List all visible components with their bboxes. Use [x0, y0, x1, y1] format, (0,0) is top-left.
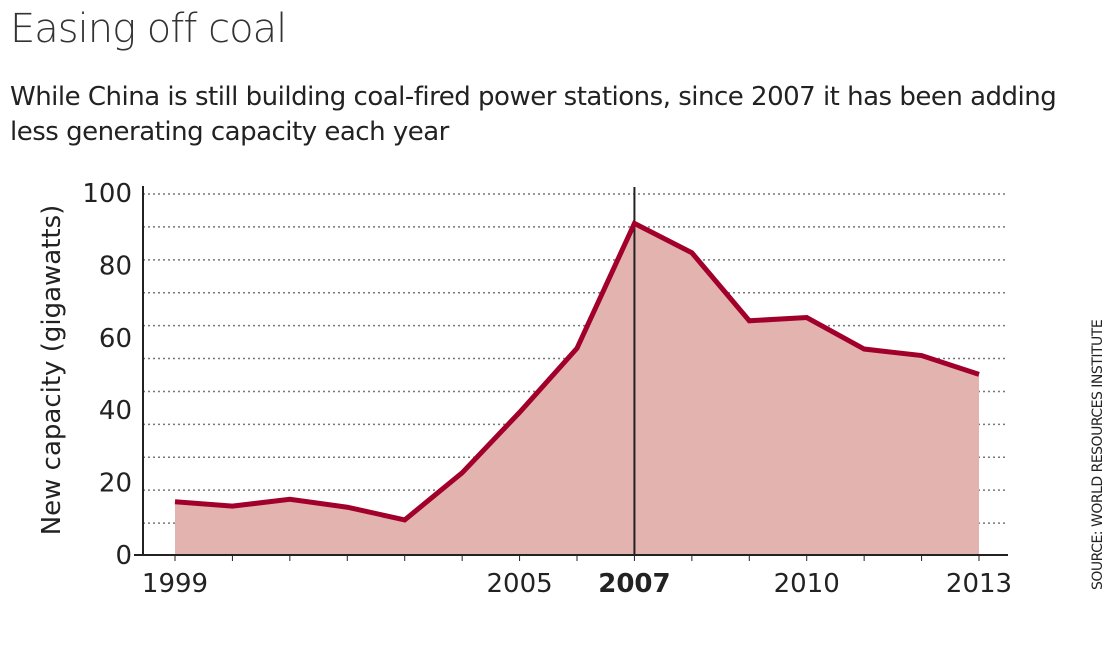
- y-axis-label: New capacity (gigawatts): [37, 205, 67, 536]
- y-tick-label: 0: [115, 541, 132, 571]
- y-tick-label: 80: [99, 251, 132, 281]
- x-tick-label-2005: 2005: [486, 569, 552, 599]
- x-tick-label-1999: 1999: [142, 569, 208, 599]
- y-tick-label: 60: [99, 324, 132, 354]
- y-tick-label: 20: [99, 469, 132, 499]
- source-note: SOURCE: WORLD RESOURCES INSTITUTE: [1090, 319, 1106, 590]
- chart-title: Easing off coal: [10, 6, 287, 52]
- chart-subtitle: While China is still building coal-fired…: [10, 82, 1057, 147]
- y-tick-label: 40: [99, 396, 132, 426]
- x-tick-label-2013: 2013: [946, 569, 1012, 599]
- y-tick-label: 100: [82, 179, 132, 209]
- series-line: [174, 219, 980, 523]
- x-tick-label-2010: 2010: [774, 569, 840, 599]
- area-fill: [175, 223, 979, 555]
- x-tick-label-2007: 2007: [598, 569, 670, 599]
